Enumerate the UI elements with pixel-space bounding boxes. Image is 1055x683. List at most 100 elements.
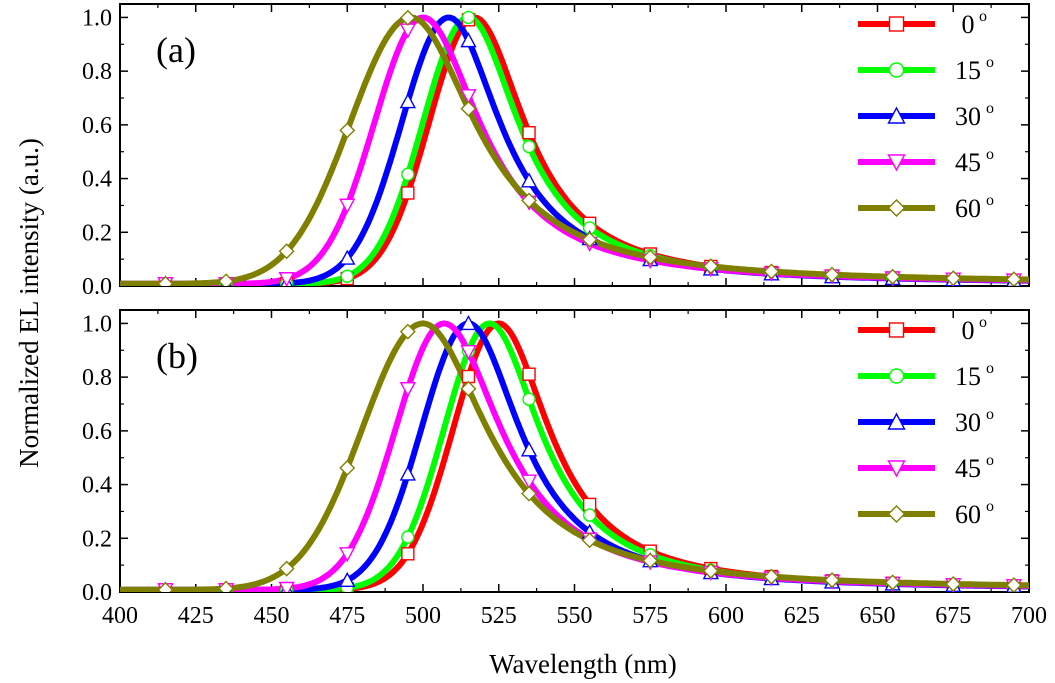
- y-tick-label: 0.0: [82, 274, 112, 300]
- data-point-15: [401, 530, 415, 544]
- y-tick-label: 0.8: [82, 365, 112, 391]
- data-point-45: [278, 272, 295, 286]
- data-point-15: [340, 269, 354, 283]
- y-tick-label: 0.8: [82, 59, 112, 85]
- legend-marker-0: [888, 16, 905, 32]
- legend-label-30: 30: [955, 102, 981, 131]
- x-tick-label: 575: [632, 603, 668, 629]
- legend-label-60: 60: [955, 500, 981, 529]
- y-tick-label: 1.0: [82, 5, 112, 31]
- data-point-45: [460, 344, 477, 361]
- legend-degree-symbol: o: [986, 498, 994, 515]
- series-line-60: [120, 320, 1029, 592]
- data-point-45: [520, 474, 538, 490]
- data-point-60: [521, 485, 538, 502]
- legend-degree-symbol: o: [986, 54, 994, 71]
- x-tick-label: 650: [860, 603, 896, 629]
- data-point-60: [581, 532, 598, 549]
- data-point-60: [884, 574, 901, 591]
- legend-label-0: 0: [962, 10, 975, 39]
- data-point-60: [824, 266, 841, 283]
- data-point-60: [460, 380, 477, 397]
- legend-degree-symbol: o: [986, 146, 994, 163]
- legend-marker-60: [887, 199, 906, 217]
- y-tick-label: 1.0: [82, 311, 112, 337]
- data-point-60: [157, 581, 174, 592]
- x-tick-label: 525: [481, 603, 517, 629]
- data-point-15: [522, 139, 536, 154]
- data-point-45: [339, 198, 356, 214]
- series-line-45: [120, 320, 1029, 592]
- data-point-0: [522, 126, 536, 140]
- legend-marker-60: [887, 505, 906, 523]
- data-point-60: [460, 100, 477, 117]
- plot-frame: [119, 3, 1030, 287]
- legend-label-15: 15: [955, 56, 981, 85]
- y-tick-label: 0.0: [82, 580, 112, 606]
- series-line-30: [120, 14, 1029, 286]
- data-point-0: [401, 547, 415, 561]
- legend-degree-symbol: o: [979, 8, 987, 25]
- x-tick-label: 450: [254, 603, 290, 629]
- x-tick-label: 625: [784, 603, 820, 629]
- data-point-0: [401, 186, 415, 200]
- legend-degree-symbol: o: [986, 192, 994, 209]
- data-point-60: [521, 192, 538, 209]
- legend-marker-15: [888, 62, 905, 78]
- panel-a: 0.00.20.40.60.81.0(a)0 o15 o30 o45 o60 o: [82, 3, 1030, 300]
- data-point-60: [702, 562, 719, 579]
- y-tick-label: 0.6: [82, 113, 112, 139]
- legend-marker-30: [887, 412, 906, 430]
- data-point-60: [399, 323, 416, 340]
- y-tick-label: 0.4: [82, 473, 112, 499]
- series-group: [120, 314, 1029, 592]
- x-tick-label: 550: [557, 603, 593, 629]
- data-point-60: [642, 249, 659, 266]
- series-line-15: [120, 320, 1029, 592]
- x-tick-label: 600: [708, 603, 744, 629]
- legend-degree-symbol: o: [986, 406, 994, 423]
- legend-label-45: 45: [955, 148, 981, 177]
- data-point-45: [278, 581, 295, 592]
- series-line-60: [120, 14, 1029, 286]
- data-point-30: [460, 314, 477, 331]
- x-tick-label: 700: [1011, 603, 1047, 629]
- data-point-30: [399, 93, 417, 109]
- series-group: [120, 9, 1029, 286]
- legend-degree-symbol: o: [986, 360, 994, 377]
- y-tick-label: 0.6: [82, 419, 112, 445]
- legend-marker-45: [887, 460, 906, 478]
- data-point-60: [581, 231, 598, 248]
- data-point-30: [339, 249, 356, 265]
- legend-marker-30: [887, 106, 906, 124]
- legend-label-30: 30: [955, 408, 981, 437]
- data-point-15: [522, 392, 536, 406]
- data-point-15: [401, 167, 415, 182]
- data-point-60: [702, 258, 719, 275]
- data-point-15: [582, 508, 597, 522]
- legend-marker-15: [888, 368, 905, 384]
- plot-frame: [119, 309, 1030, 593]
- panel-label: (a): [156, 30, 196, 70]
- data-point-0: [461, 369, 476, 384]
- data-point-45: [460, 89, 477, 105]
- series-line-0: [120, 320, 1029, 592]
- data-point-30: [460, 32, 477, 48]
- data-point-60: [763, 568, 780, 585]
- series-line-30: [120, 320, 1029, 592]
- data-point-60: [945, 270, 962, 286]
- legend-degree-symbol: o: [986, 100, 994, 117]
- y-axis-label: Normalized EL intensity (a.u.): [14, 138, 44, 468]
- data-point-45: [399, 382, 417, 398]
- data-point-60: [884, 268, 901, 285]
- data-point-60: [339, 459, 356, 476]
- series-line-0: [120, 14, 1029, 286]
- x-axis-label: Wavelength (nm): [489, 649, 677, 679]
- data-point-60: [278, 560, 295, 577]
- data-point-60: [945, 575, 962, 592]
- data-point-60: [824, 572, 841, 589]
- x-tick-label: 675: [935, 603, 971, 629]
- data-point-60: [642, 552, 659, 569]
- legend-label-15: 15: [955, 362, 981, 391]
